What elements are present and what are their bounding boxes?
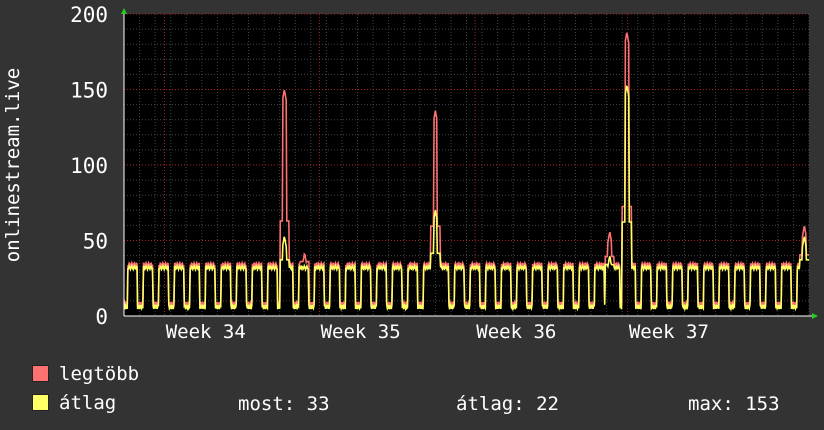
y-tick-label: 0 [95, 305, 108, 329]
x-tick-label: Week 37 [629, 321, 709, 343]
y-axis-arrow [121, 8, 127, 14]
stat-average: átlag: 22 [456, 393, 559, 415]
x-tick-label: Week 36 [476, 321, 556, 343]
y-axis-label: onlinestream.live [2, 67, 24, 263]
x-tick-label: Week 34 [166, 321, 246, 343]
legend-label-max: legtöbb [59, 363, 140, 385]
legend-swatch-max [32, 365, 49, 382]
legend-swatch-avg [32, 394, 49, 411]
legend-item-avg: átlag [32, 393, 116, 413]
y-tick-label: 150 [70, 79, 108, 103]
series-line-avg [123, 85, 809, 312]
legend-label-avg: átlag [59, 392, 117, 414]
x-axis-arrow [812, 313, 818, 319]
x-tick-label: Week 35 [321, 321, 401, 343]
stat-max: max: 153 [688, 393, 780, 415]
legend-item-max: legtöbb [32, 364, 139, 384]
y-tick-label: 50 [83, 230, 108, 254]
stat-now: most: 33 [238, 393, 330, 415]
y-tick-label: 200 [70, 3, 108, 27]
y-tick-label: 100 [70, 154, 108, 178]
